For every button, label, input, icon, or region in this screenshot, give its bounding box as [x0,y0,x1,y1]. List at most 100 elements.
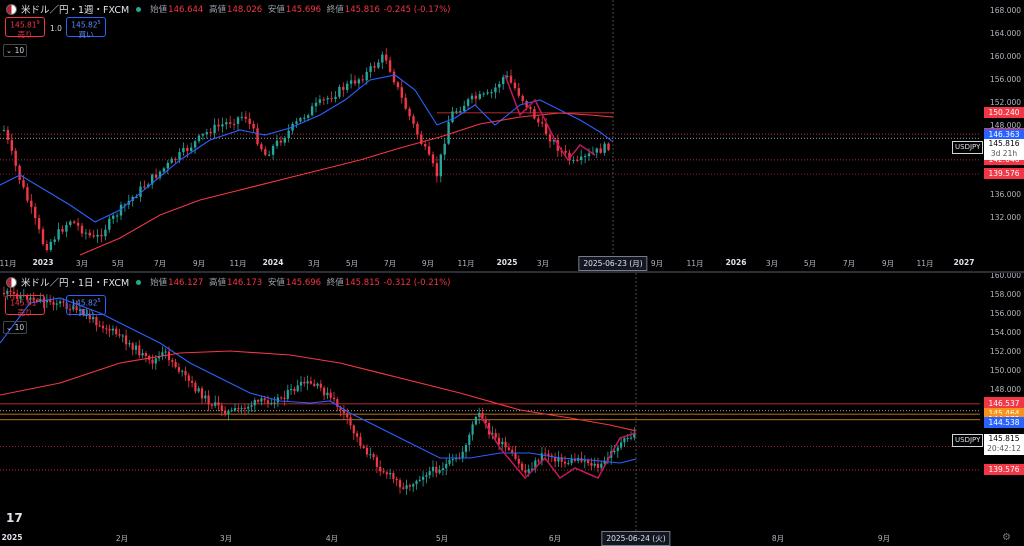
candle-body [76,222,80,226]
candle-body [61,229,64,232]
candle-body [314,102,318,107]
candle-body [507,447,510,450]
candle-body [230,410,233,412]
ma-fast-line [0,74,614,223]
candle-body [349,80,353,84]
price-tick: 160.000 [990,273,1022,280]
time-tick: 2025 [1,533,23,542]
candle-body [533,108,536,119]
candle-body [359,436,362,446]
candle-body [287,130,290,139]
candle-body [29,297,32,300]
candle-body [593,463,596,466]
candle-body [2,129,6,131]
candle-body [243,407,246,409]
ohlc-values: 始値146.127 高値146.173 安値145.696 終値145.815 … [150,278,451,288]
price-tick: 156.000 [990,74,1022,84]
candle-body [408,485,411,487]
time-tick: 11月 [0,259,17,268]
price-tick: 164.000 [990,28,1022,38]
candle-body [204,395,207,399]
pane-divider[interactable] [0,271,1024,273]
price-level-tag: 139.576 [984,168,1024,180]
candle-body [329,392,332,398]
candle-body [26,187,29,201]
candle-body [435,163,439,177]
candle-body [309,381,312,384]
candle-body [34,206,37,219]
candle-body [19,295,22,299]
gear-icon[interactable]: ⚙ [1002,532,1011,543]
candle-body [193,141,197,148]
candle-body [123,204,127,206]
candle-body [484,419,487,424]
price-tick: 150.000 [990,366,1022,375]
candle-body [580,156,583,160]
candle-body [425,475,428,477]
candle-body [576,159,579,161]
candle-body [111,328,114,331]
candle-body [112,215,115,219]
candle-body [96,234,99,237]
price-level-tag: 146.537 [984,397,1024,409]
candle-body [451,111,454,123]
candle-body [537,460,540,462]
time-tick: 2025 [496,258,518,267]
time-tick: 3月 [307,259,321,268]
candle-body [201,134,205,136]
candle-body [404,97,407,109]
daily-chart-canvas[interactable] [0,273,1024,546]
daily-chart-pane[interactable]: 米ドル／円・1日・FXCM 始値146.127 高値146.173 安値145.… [0,273,1024,546]
sell-button[interactable]: 145.819 売り [5,17,45,39]
candle-body [236,117,240,124]
symbol-title[interactable]: 米ドル／円・1週・FXCM [21,5,130,16]
indicators-toggle-button[interactable]: ⌄ 10 [3,321,27,334]
price-tick: 154.000 [990,328,1022,337]
market-open-icon [136,6,142,12]
indicators-toggle-button[interactable]: ⌄ 10 [3,44,27,57]
candle-body [326,392,329,396]
sell-button[interactable]: 145.819 売り [5,295,45,317]
weekly-chart-pane[interactable]: 米ドル／円・1週・FXCM 始値146.644 高値148.026 安値145.… [0,0,1024,271]
candle-body [422,476,425,480]
candle-body [613,451,616,453]
time-tick: 2月 [115,534,129,543]
candle-body [273,402,276,404]
candle-body [418,479,421,481]
candle-body [587,460,590,464]
candle-body [540,453,543,462]
candle-body [498,84,501,88]
candle-body [72,306,75,310]
tradingview-logo[interactable]: 17 [6,511,23,525]
price-level-tag: 146.363 [984,129,1024,141]
buy-button[interactable]: 145.825 買い [66,295,106,317]
symbol-title[interactable]: 米ドル／円・1日・FXCM [21,278,130,289]
candle-body [517,458,520,464]
candle-body [504,441,507,448]
candle-body [595,148,598,153]
candle-body [16,293,19,299]
candle-body [583,156,587,158]
candle-body [424,144,427,147]
candle-body [92,316,95,320]
candle-body [128,343,131,345]
candle-body [78,309,81,311]
time-tick: 6月 [548,534,562,543]
market-open-icon [136,279,142,285]
candle-body [323,387,326,396]
weekly-chart-canvas[interactable] [0,0,1024,271]
price-tick: 158.000 [990,290,1022,299]
candle-body [115,328,118,335]
candle-body [548,134,552,142]
candle-body [18,165,21,181]
candle-body [408,108,411,117]
candle-body [14,150,17,166]
candle-body [139,186,142,197]
candle-body [587,153,591,157]
candle-body [275,140,279,146]
candle-body [490,92,493,94]
buy-button[interactable]: 145.825 買い [66,17,106,39]
candle-body [322,99,325,101]
candle-body [171,360,174,362]
time-tick: 2023 [32,258,54,267]
